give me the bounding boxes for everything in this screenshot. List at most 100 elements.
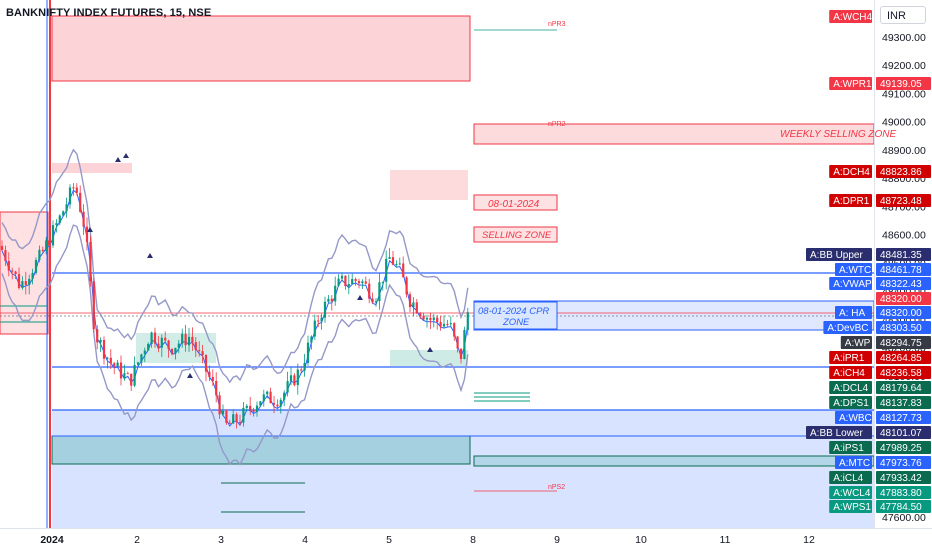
y-tick-label: 49300.00 — [882, 32, 926, 44]
candle-body — [262, 394, 265, 402]
badge-value-bg — [876, 381, 931, 394]
badge-value-bg — [876, 194, 931, 207]
badge-label-bg — [829, 396, 872, 409]
candle-body — [245, 405, 248, 408]
x-tick-label: 3 — [218, 534, 224, 546]
candle-body — [75, 187, 78, 193]
badge-value: 47989.25 — [880, 443, 922, 454]
candle-body — [357, 281, 361, 284]
badge-value: 48303.50 — [880, 323, 922, 334]
badge-label-bg — [829, 165, 872, 178]
candle-body — [184, 333, 187, 346]
badge-label: A:WPS1 — [833, 502, 871, 513]
candle-body — [388, 257, 391, 259]
candle-body — [334, 285, 337, 302]
badge-value-bg — [876, 426, 931, 439]
badge-label-bg — [806, 248, 872, 261]
candle-body — [456, 336, 459, 349]
badge-value: 48294.75 — [880, 338, 922, 349]
last-price-label: 48320.00 — [880, 294, 922, 305]
badge-value-bg — [876, 336, 931, 349]
candle-body — [381, 281, 384, 283]
badge-label-bg — [829, 500, 872, 513]
candle-body — [344, 275, 347, 287]
candle-body — [266, 391, 269, 395]
signal-marker — [123, 153, 129, 158]
signal-marker — [427, 347, 433, 352]
price-badges: A:WCH4 A:WPR1 49139.05 A:DCH4 48823.86 A:DPR1… — [806, 10, 931, 513]
candle-body — [283, 392, 286, 400]
badge-label: A:VWAP — [833, 279, 872, 290]
candle-body — [174, 347, 177, 354]
candle-body — [425, 317, 429, 320]
signal-marker — [357, 295, 363, 300]
candle-body — [310, 336, 313, 343]
badge-label: A:iPS1 — [833, 443, 864, 454]
candle-body — [58, 215, 61, 224]
badge-value: 47883.80 — [880, 488, 922, 499]
green-zone-right — [473, 455, 875, 467]
candle-body — [160, 337, 163, 348]
badge-label-bg — [835, 306, 872, 319]
signal-marker — [147, 253, 153, 258]
candle-body — [218, 395, 221, 415]
badge-label-bg — [835, 263, 872, 276]
candle-body — [235, 414, 238, 422]
candle-body — [0, 245, 4, 251]
candle-body — [106, 357, 109, 359]
y-tick-label: 48900.00 — [882, 145, 926, 157]
badge-value-bg — [876, 396, 931, 409]
candle-body — [38, 249, 41, 260]
candle-body — [62, 211, 65, 216]
candle-body — [170, 348, 174, 354]
badge-label: A:WCH4 — [833, 12, 872, 23]
candle-body — [378, 282, 381, 302]
candle-body — [116, 362, 119, 367]
x-axis[interactable]: 2024 2 3 4 5 8 9 10 11 12 — [40, 534, 815, 546]
badge-value-bg — [876, 471, 931, 484]
badge-value: 48101.07 — [880, 428, 922, 439]
badge-value: 47933.42 — [880, 473, 922, 484]
badge-value-bg — [876, 321, 931, 334]
candle-body — [463, 329, 466, 360]
x-tick-label: 4 — [302, 534, 308, 546]
x-tick-label: 12 — [803, 534, 815, 546]
candle-body — [391, 257, 395, 265]
badge-value-bg — [876, 263, 931, 276]
candle-body — [340, 275, 344, 279]
badge-value-bg — [876, 77, 931, 90]
candle-body — [177, 343, 180, 348]
candle-body — [439, 321, 442, 327]
axis-divider-horizontal — [0, 528, 932, 529]
npr3-label: nPR3 — [548, 21, 566, 28]
candle-body — [422, 315, 425, 320]
candle-body — [221, 410, 225, 415]
date-box — [473, 194, 558, 211]
bb-upper-line — [1, 148, 469, 384]
badge-value-bg — [876, 486, 931, 499]
date-box-label: 08-01-2024 — [488, 199, 540, 210]
candle-body — [48, 240, 51, 246]
candle-body — [293, 375, 296, 386]
bb-lower-line — [1, 224, 469, 466]
candle-body — [402, 263, 405, 278]
candle-body — [17, 274, 21, 288]
candle-body — [323, 301, 327, 318]
badge-label: A:DCL4 — [833, 383, 868, 394]
candle-body — [351, 278, 354, 284]
currency-selector[interactable]: INR — [880, 6, 926, 24]
candle-body — [194, 342, 197, 351]
candle-body — [126, 373, 129, 375]
candle-body — [157, 343, 160, 348]
candle-body — [337, 278, 340, 286]
inner-red-zone — [52, 163, 132, 173]
candle-body — [143, 350, 146, 355]
candle-body — [215, 380, 218, 396]
badge-label-bg — [829, 471, 872, 484]
candle-body — [238, 421, 242, 423]
x-tick-label: 9 — [554, 534, 560, 546]
badge-value-bg — [876, 277, 931, 290]
candle-body — [255, 405, 259, 412]
